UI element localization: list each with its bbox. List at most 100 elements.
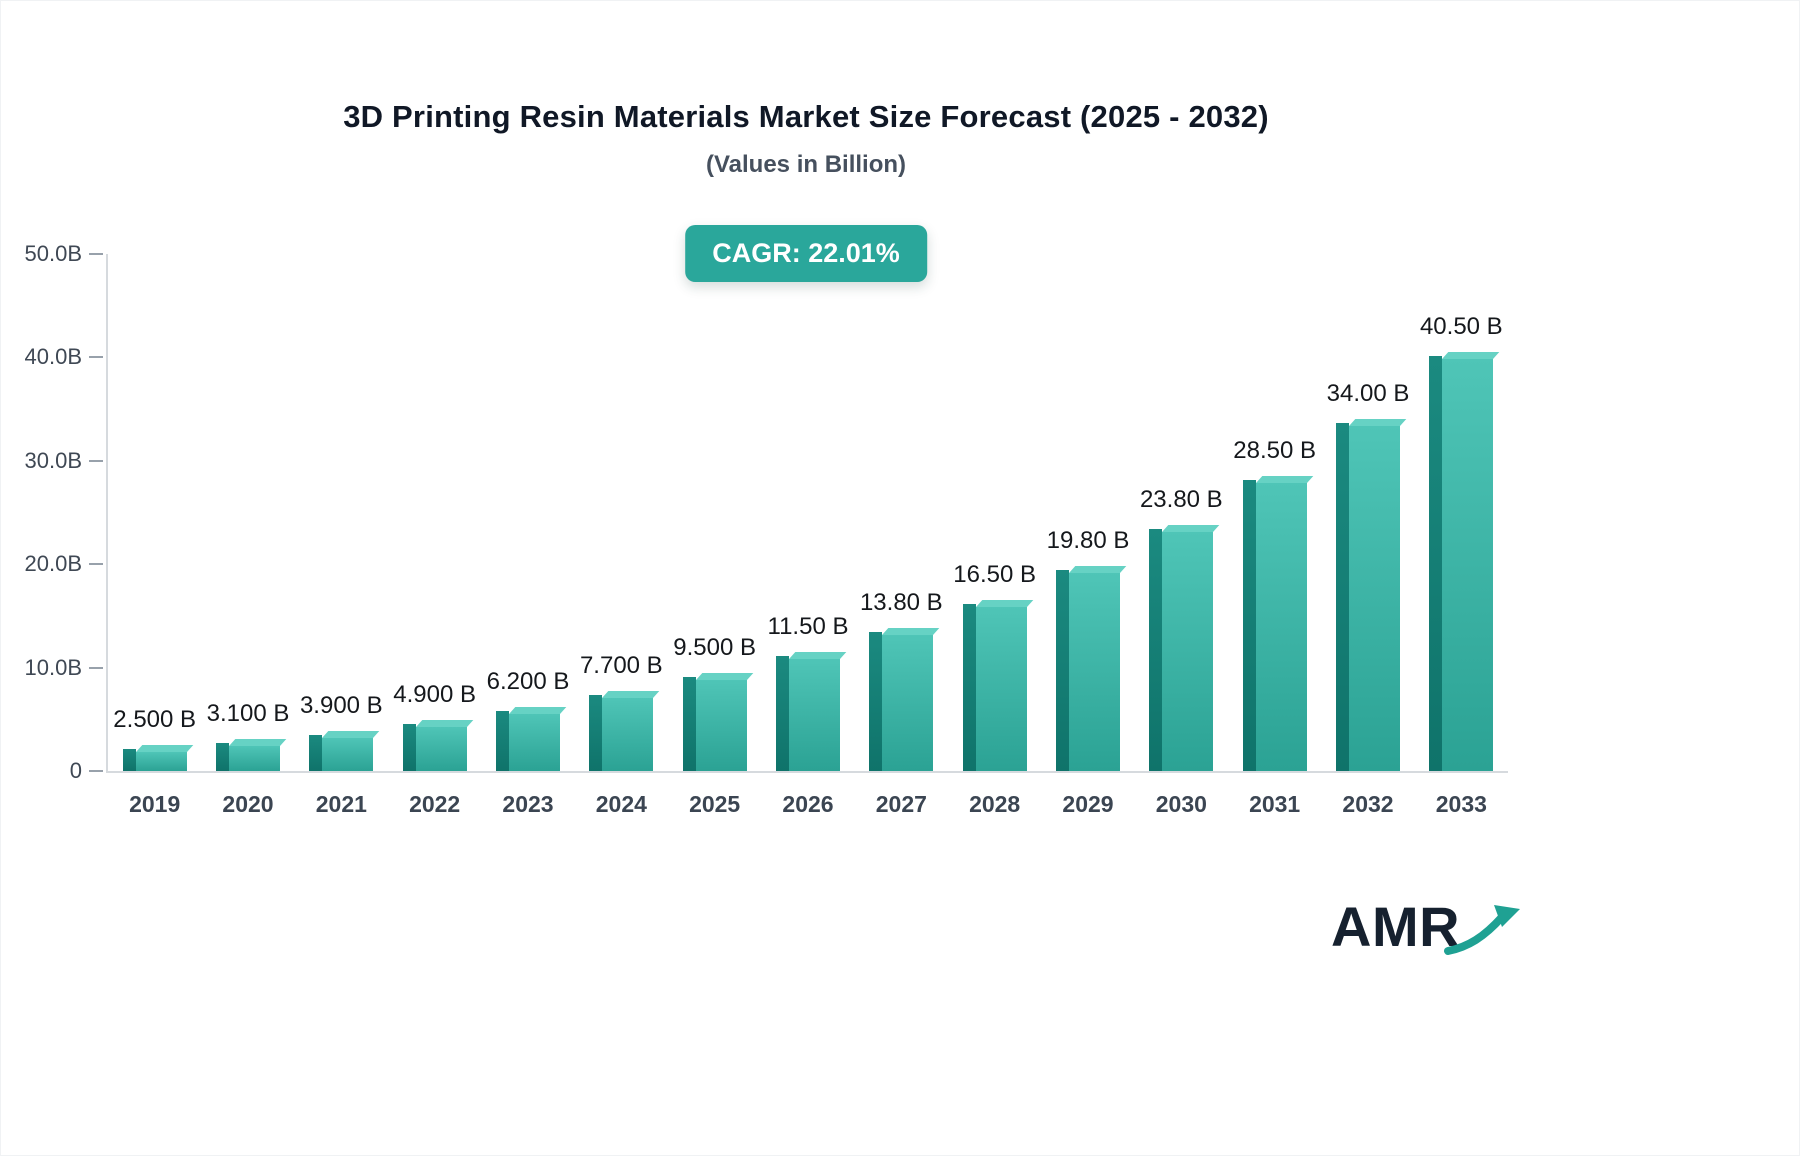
bar-2028 (962, 600, 1033, 771)
x-axis-tick-label: 2029 (1062, 791, 1114, 817)
bar-side-face (496, 710, 509, 771)
bar-2027 (869, 628, 940, 771)
bar-top-face (322, 730, 380, 738)
bar-value-label: 9.500 B (673, 633, 757, 661)
bar-front-face (975, 607, 1027, 771)
bar-2029 (1056, 566, 1127, 771)
bar-value-label: 4.900 B (393, 681, 477, 709)
y-axis-tick-mark (89, 770, 103, 772)
bar-top-face (415, 720, 473, 728)
bar-top-face (695, 672, 753, 680)
y-axis-tick-label: 0 (69, 758, 82, 783)
y-axis-tick-label: 40.0B (24, 344, 83, 370)
bar-front-face (229, 745, 280, 771)
bar-top-face (789, 652, 847, 660)
x-axis-tick-label: 2023 (502, 791, 554, 817)
bar-value-label: 34.00 B (1326, 380, 1410, 408)
bar-side-face (309, 734, 323, 771)
x-axis-tick-label: 2028 (969, 791, 1021, 817)
chart-subtitle: (Values in Billion) (705, 151, 907, 178)
bar-2020 (216, 738, 287, 771)
cagr-badge: CAGR: 22.01% (685, 225, 927, 282)
bar-top-face (1069, 566, 1127, 574)
x-axis-tick-label: 2024 (595, 791, 647, 817)
bar-value-label: 40.50 B (1419, 313, 1503, 341)
bar-front-face (882, 635, 934, 771)
bar-top-face (135, 745, 193, 753)
bar-side-face (1429, 356, 1443, 771)
bar-top-face (975, 600, 1033, 608)
x-axis-tick-label: 2020 (222, 791, 274, 817)
bar-side-face (589, 695, 603, 771)
bar-side-face (869, 632, 883, 771)
y-axis-tick-mark (89, 253, 103, 255)
bar-value-label: 13.80 B (859, 589, 943, 617)
bar-side-face (776, 656, 789, 771)
y-axis-tick-label: 10.0B (24, 654, 83, 680)
bar-top-face (1162, 524, 1220, 532)
bar-value-label: 6.200 B (486, 667, 570, 695)
bar-top-face (229, 738, 287, 746)
x-axis-tick-label: 2027 (875, 791, 927, 817)
bar-value-label: 19.80 B (1046, 527, 1130, 555)
bar-top-face (1442, 352, 1500, 360)
bar-side-face (216, 742, 229, 771)
logo-arrow-icon (1444, 905, 1521, 955)
bar-front-face (1442, 359, 1494, 771)
bar-front-face (1069, 573, 1120, 771)
logo-text: AMR (1331, 895, 1461, 958)
x-axis-tick-label: 2032 (1342, 791, 1394, 817)
bar-front-face (695, 679, 747, 771)
bar-side-face (1056, 570, 1069, 771)
bar-side-face (682, 676, 696, 771)
x-axis-tick-label: 2022 (409, 791, 461, 817)
y-axis-tick-mark (89, 666, 103, 669)
x-axis-tick-label: 2030 (1155, 791, 1207, 817)
x-axis-tick-label: 2019 (129, 791, 181, 817)
bar-top-face (882, 628, 940, 636)
bar-front-face (1162, 531, 1214, 771)
bar-2025 (682, 672, 753, 771)
bar-value-label: 3.100 B (206, 699, 290, 727)
bar-2033 (1429, 352, 1500, 771)
y-axis-tick-label: 30.0B (24, 447, 83, 473)
bar-top-face (1349, 419, 1407, 427)
bar-top-face (1255, 476, 1313, 484)
x-axis-tick-label: 2025 (689, 791, 741, 817)
bar-front-face (415, 727, 467, 771)
x-axis-tick-label: 2031 (1249, 791, 1301, 817)
bar-2031 (1242, 476, 1313, 771)
bar-value-label: 28.50 B (1233, 437, 1317, 465)
x-axis-tick-label: 2033 (1435, 791, 1487, 817)
bar-side-face (962, 604, 976, 771)
bar-value-label: 3.900 B (299, 691, 383, 719)
bar-2021 (309, 730, 380, 771)
bar-value-label: 11.50 B (767, 613, 849, 641)
bar-2022 (402, 720, 473, 771)
bar-side-face (122, 749, 136, 771)
y-axis-tick-mark (89, 459, 103, 462)
x-axis-tick-label: 2021 (315, 791, 367, 817)
bar-front-face (322, 737, 374, 771)
bar-top-face (602, 691, 660, 699)
bar-front-face (1349, 426, 1400, 771)
bar-2023 (496, 706, 567, 771)
bar-front-face (135, 752, 187, 771)
y-axis-tick-label: 20.0B (24, 551, 83, 577)
bar-side-face (1149, 528, 1163, 771)
bar-value-label: 2.500 B (113, 706, 197, 734)
bar-value-label: 7.700 B (579, 652, 663, 680)
bar-front-face (509, 713, 560, 771)
bar-2019 (122, 745, 193, 771)
amr-logo: AMR (1331, 897, 1522, 959)
bar-2026 (776, 652, 847, 771)
y-axis-tick-label: 50.0B (24, 241, 83, 266)
bar-value-label: 16.50 B (953, 561, 1037, 589)
bar-side-face (402, 724, 416, 771)
bar-2024 (589, 691, 660, 771)
bar-2030 (1149, 524, 1220, 771)
x-axis-tick-label: 2026 (782, 791, 834, 817)
bar-front-face (1255, 483, 1307, 771)
bar-front-face (602, 698, 654, 771)
